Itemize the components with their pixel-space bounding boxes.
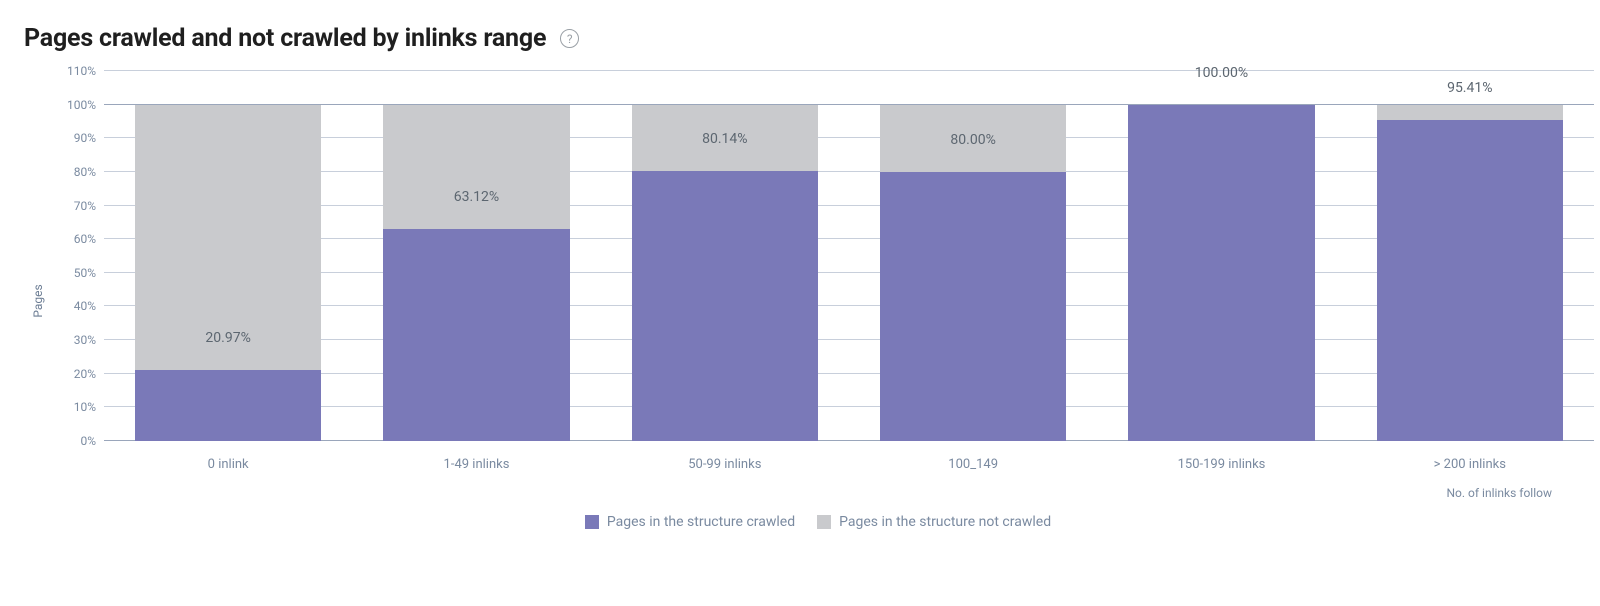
legend-label: Pages in the structure crawled	[607, 514, 795, 530]
legend: Pages in the structure crawled Pages in t…	[60, 514, 1576, 530]
bar-value-label: 63.12%	[454, 189, 499, 209]
y-tick-label: 90%	[74, 131, 96, 145]
bar-stack: 20.97%	[135, 71, 321, 441]
chart-card: Pages crawled and not crawled by inlinks…	[0, 0, 1600, 530]
bar-not-crawled[interactable]	[383, 105, 569, 229]
x-tick-label: 1-49 inlinks	[352, 457, 600, 472]
bar-crawled[interactable]	[880, 172, 1066, 441]
legend-item[interactable]: Pages in the structure not crawled	[817, 514, 1051, 530]
x-axis-label: No. of inlinks follow	[60, 486, 1552, 500]
x-axis: 0 inlink1-49 inlinks50-99 inlinks100_149…	[104, 457, 1594, 472]
plot-area: 0%10%20%30%40%50%60%70%80%90%100%110% 20…	[104, 71, 1594, 441]
y-tick-label: 110%	[67, 64, 96, 78]
legend-swatch	[817, 515, 831, 529]
chart-area: Pages 0%10%20%30%40%50%60%70%80%90%100%1…	[60, 71, 1576, 530]
y-tick-label: 10%	[74, 400, 96, 414]
bar-not-crawled[interactable]	[1377, 105, 1563, 120]
bar-stack: 80.14%	[632, 71, 818, 441]
bar-slot: 95.41%	[1346, 71, 1594, 441]
help-icon[interactable]: ?	[560, 29, 579, 48]
x-tick-label: > 200 inlinks	[1346, 457, 1594, 472]
y-tick-label: 0%	[80, 434, 96, 448]
bar-value-label: 80.14%	[702, 131, 747, 151]
x-tick-label: 50-99 inlinks	[601, 457, 849, 472]
bar-crawled[interactable]	[632, 171, 818, 441]
y-tick-label: 100%	[67, 98, 96, 112]
bar-crawled[interactable]	[1128, 105, 1314, 441]
bar-crawled[interactable]	[383, 229, 569, 441]
legend-label: Pages in the structure not crawled	[839, 514, 1051, 530]
bar-slot: 63.12%	[352, 71, 600, 441]
y-tick-label: 20%	[74, 367, 96, 381]
x-tick-label: 100_149	[849, 457, 1097, 472]
y-tick-label: 30%	[74, 333, 96, 347]
bar-slot: 80.00%	[849, 71, 1097, 441]
bar-stack: 80.00%	[880, 71, 1066, 441]
x-tick-label: 0 inlink	[104, 457, 352, 472]
bar-stack: 63.12%	[383, 71, 569, 441]
y-axis-label: Pages	[31, 284, 45, 317]
y-tick-label: 60%	[74, 232, 96, 246]
bar-slot: 100.00%	[1097, 71, 1345, 441]
legend-swatch	[585, 515, 599, 529]
y-tick-label: 40%	[74, 299, 96, 313]
legend-item[interactable]: Pages in the structure crawled	[585, 514, 795, 530]
bar-stack: 95.41%	[1377, 71, 1563, 441]
y-tick-label: 50%	[74, 266, 96, 280]
bar-crawled[interactable]	[135, 370, 321, 441]
y-tick-label: 80%	[74, 165, 96, 179]
chart-title: Pages crawled and not crawled by inlinks…	[24, 24, 546, 53]
bar-value-label: 95.41%	[1447, 80, 1492, 100]
title-row: Pages crawled and not crawled by inlinks…	[24, 24, 1576, 53]
bar-value-label: 100.00%	[1195, 65, 1248, 85]
bar-value-label: 80.00%	[950, 132, 995, 152]
bar-stack: 100.00%	[1128, 71, 1314, 441]
bars: 20.97% 63.12% 80.14% 80.00% 100.00% 95.41%	[104, 71, 1594, 441]
bar-value-label: 20.97%	[205, 330, 250, 350]
x-tick-label: 150-199 inlinks	[1097, 457, 1345, 472]
y-tick-label: 70%	[74, 199, 96, 213]
bar-slot: 20.97%	[104, 71, 352, 441]
bar-slot: 80.14%	[601, 71, 849, 441]
bar-crawled[interactable]	[1377, 120, 1563, 441]
